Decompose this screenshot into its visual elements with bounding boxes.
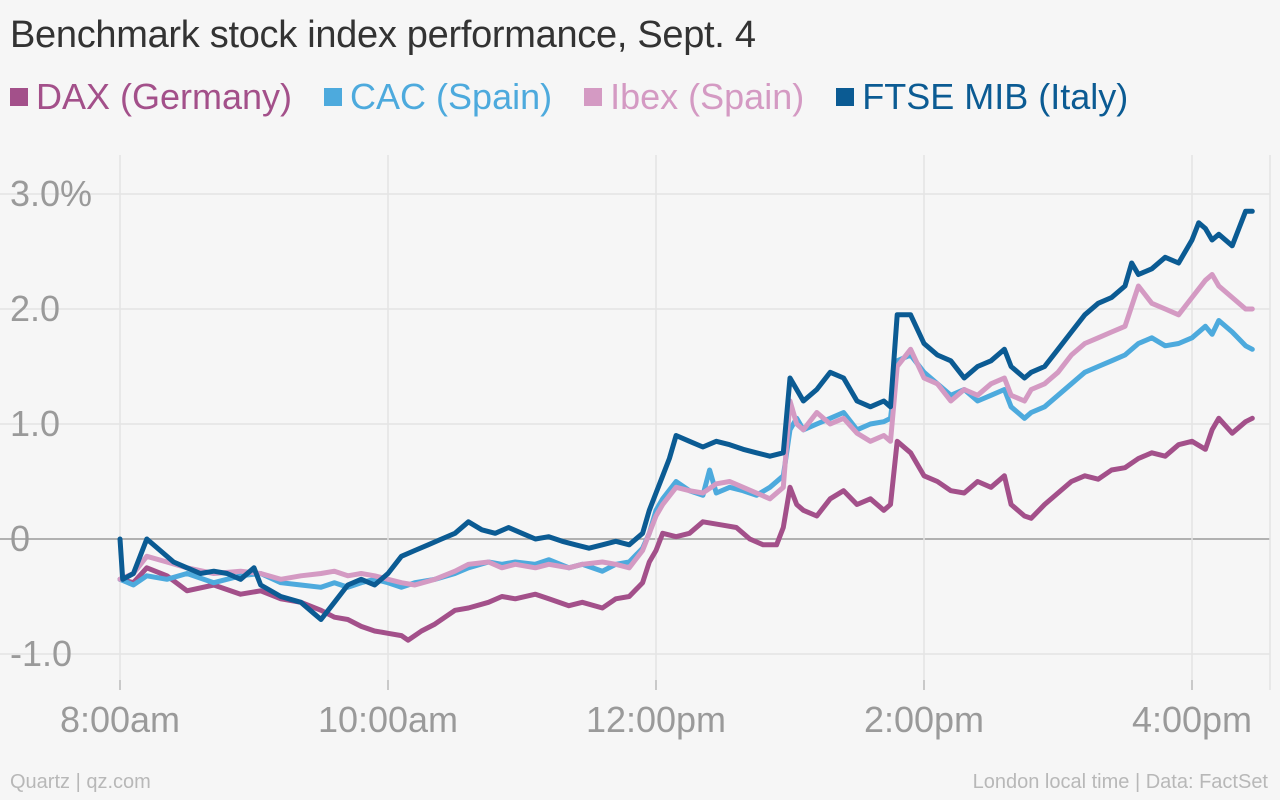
y-tick-label: 0 [10,518,30,559]
chart-title: Benchmark stock index performance, Sept.… [10,14,756,56]
legend-item-ftse: FTSE MIB (Italy) [836,76,1128,118]
footer-source: Quartz | qz.com [10,771,151,793]
footer-credit: London local time | Data: FactSet [972,771,1268,793]
series-line-ibex [117,272,1255,588]
legend-swatch-cac [324,88,343,106]
legend-swatch-dax [10,88,28,106]
x-tick-label: 2:00pm [864,699,984,740]
legend-label-ftse: FTSE MIB (Italy) [862,76,1129,117]
series-line-dax [117,415,1255,643]
series-line-ftse [117,208,1255,622]
x-tick-label: 10:00am [318,699,458,740]
legend-label-cac: CAC (Spain) [350,76,553,117]
legend-label-dax: DAX (Germany) [36,76,293,117]
y-tick-label: -1.0 [10,633,72,674]
x-tick-label: 4:00pm [1132,699,1252,740]
legend-item-ibex: Ibex (Spain) [584,76,804,118]
y-tick-label: 3.0% [10,173,92,214]
y-tick-label: 1.0 [10,403,60,444]
legend: DAX (Germany) CAC (Spain) Ibex (Spain) F… [10,76,1128,118]
x-tick-label: 8:00am [60,699,180,740]
legend-swatch-ftse [836,88,855,106]
legend-item-cac: CAC (Spain) [324,76,552,118]
legend-swatch-ibex [584,88,603,106]
x-tick-label: 12:00pm [586,699,726,740]
y-tick-label: 2.0 [10,288,60,329]
series-line-cac [117,318,1255,590]
legend-label-ibex: Ibex (Spain) [610,76,805,117]
legend-item-dax: DAX (Germany) [10,76,292,118]
